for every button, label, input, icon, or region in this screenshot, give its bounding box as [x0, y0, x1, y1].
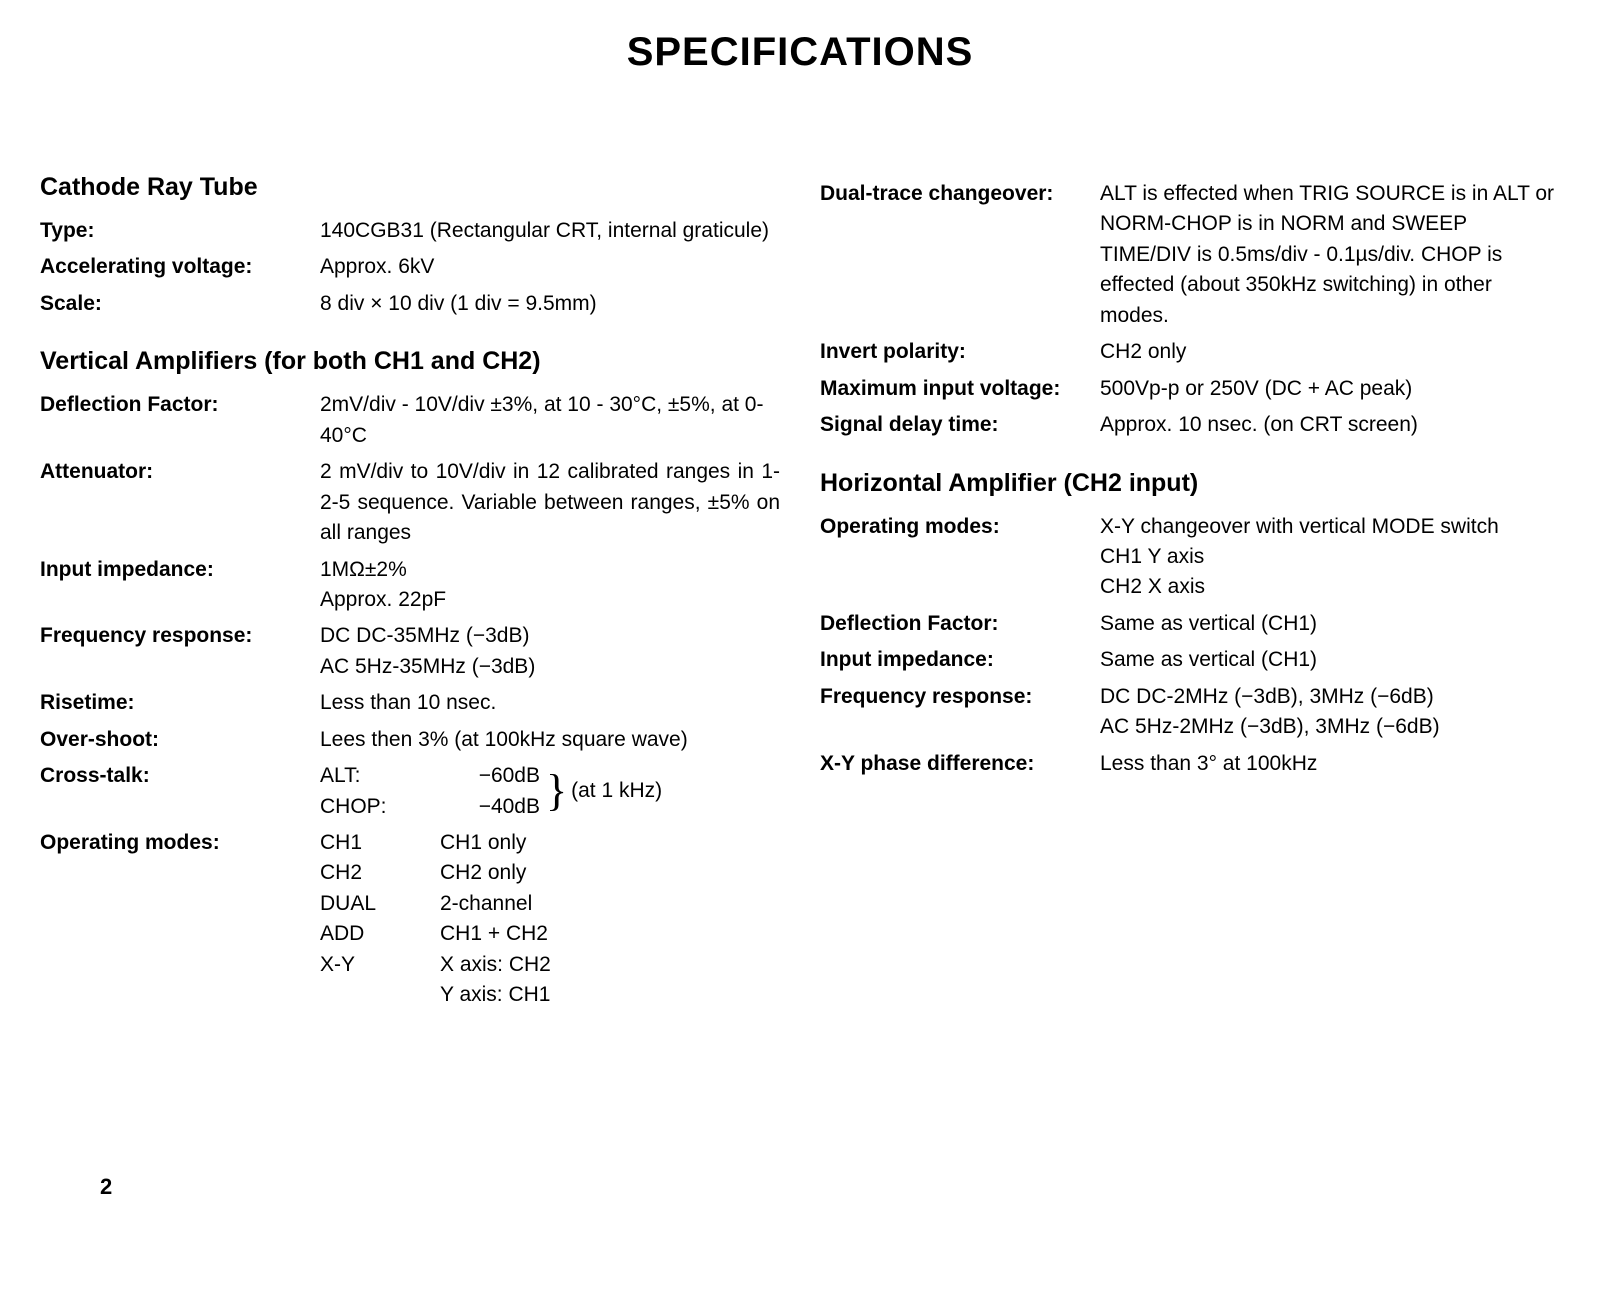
vert-freq-label: Frequency response:: [40, 621, 320, 682]
hor-op-label: Operating modes:: [820, 512, 1100, 603]
vert-atten-row: Attenuator: 2 mV/div to 10V/div in 12 ca…: [40, 457, 780, 548]
crt-accel-row: Accelerating voltage: Approx. 6kV: [40, 252, 780, 282]
hor-defl-value: Same as vertical (CH1): [1100, 609, 1560, 639]
hor-heading: Horizontal Amplifier (CH2 input): [820, 469, 1560, 498]
vert-rise-label: Risetime:: [40, 688, 320, 718]
two-column-layout: Cathode Ray Tube Type: 140CGB31 (Rectang…: [40, 145, 1560, 1017]
maxin-value: 500Vp-p or 250V (DC + AC peak): [1100, 374, 1560, 404]
vert-op-label: Operating modes:: [40, 828, 320, 1011]
crt-type-row: Type: 140CGB31 (Rectangular CRT, interna…: [40, 216, 780, 246]
hor-phase-value: Less than 3° at 100kHz: [1100, 749, 1560, 779]
op-xy-v: X axis: CH2: [440, 950, 780, 980]
cross-suffix: (at 1 kHz): [571, 776, 662, 806]
vert-heading: Vertical Amplifiers (for both CH1 and CH…: [40, 347, 780, 376]
vert-defl-row: Deflection Factor: 2mV/div - 10V/div ±3%…: [40, 390, 780, 451]
vert-imp-row: Input impedance: 1MΩ±2% Approx. 22pF: [40, 555, 780, 616]
delay-label: Signal delay time:: [820, 410, 1100, 440]
vert-over-row: Over-shoot: Lees then 3% (at 100kHz squa…: [40, 725, 780, 755]
page-title: SPECIFICATIONS: [40, 30, 1560, 75]
op-xy-v2: Y axis: CH1: [440, 980, 780, 1010]
cross-alt-k: ALT:: [320, 761, 440, 791]
op-xy-k-blank: [320, 980, 440, 1010]
vert-cross-value: ALT: −60dB CHOP: −40dB } (at 1 kHz): [320, 761, 780, 822]
vert-freq-value: DC DC-35MHz (−3dB) AC 5Hz-35MHz (−3dB): [320, 621, 780, 682]
hor-phase-row: X-Y phase difference: Less than 3° at 10…: [820, 749, 1560, 779]
vert-atten-label: Attenuator:: [40, 457, 320, 548]
hor-op-value: X-Y changeover with vertical MODE switch…: [1100, 512, 1560, 603]
dual-label: Dual-trace changeover:: [820, 179, 1100, 331]
vert-defl-value: 2mV/div - 10V/div ±3%, at 10 - 30°C, ±5%…: [320, 390, 780, 451]
crt-type-value: 140CGB31 (Rectangular CRT, internal grat…: [320, 216, 780, 246]
vert-op-row: Operating modes: CH1CH1 only CH2CH2 only…: [40, 828, 780, 1011]
specifications-page: SPECIFICATIONS Cathode Ray Tube Type: 14…: [40, 30, 1560, 1230]
vert-atten-value: 2 mV/div to 10V/div in 12 calibrated ran…: [320, 457, 780, 548]
op-ch2-k: CH2: [320, 858, 440, 888]
op-dual-k: DUAL: [320, 889, 440, 919]
crt-heading: Cathode Ray Tube: [40, 173, 780, 202]
vert-imp-value: 1MΩ±2% Approx. 22pF: [320, 555, 780, 616]
delay-row: Signal delay time: Approx. 10 nsec. (on …: [820, 410, 1560, 440]
maxin-row: Maximum input voltage: 500Vp-p or 250V (…: [820, 374, 1560, 404]
hor-phase-label: X-Y phase difference:: [820, 749, 1100, 779]
vert-defl-label: Deflection Factor:: [40, 390, 320, 451]
hor-defl-row: Deflection Factor: Same as vertical (CH1…: [820, 609, 1560, 639]
page-number: 2: [100, 1174, 112, 1200]
dual-value: ALT is effected when TRIG SOURCE is in A…: [1100, 179, 1560, 331]
delay-value: Approx. 10 nsec. (on CRT screen): [1100, 410, 1560, 440]
vert-over-label: Over-shoot:: [40, 725, 320, 755]
crt-scale-value: 8 div × 10 div (1 div = 9.5mm): [320, 289, 780, 319]
crt-scale-row: Scale: 8 div × 10 div (1 div = 9.5mm): [40, 289, 780, 319]
invert-value: CH2 only: [1100, 337, 1560, 367]
brace-icon: }: [546, 776, 567, 807]
left-column: Cathode Ray Tube Type: 140CGB31 (Rectang…: [40, 145, 780, 1017]
op-xy-k: X-Y: [320, 950, 440, 980]
hor-op-row: Operating modes: X-Y changeover with ver…: [820, 512, 1560, 603]
vert-over-value: Lees then 3% (at 100kHz square wave): [320, 725, 780, 755]
op-add-v: CH1 + CH2: [440, 919, 780, 949]
cross-alt-v: −60dB: [440, 761, 540, 791]
op-ch1-v: CH1 only: [440, 828, 780, 858]
hor-defl-label: Deflection Factor:: [820, 609, 1100, 639]
op-dual-v: 2-channel: [440, 889, 780, 919]
hor-imp-label: Input impedance:: [820, 645, 1100, 675]
op-ch2-v: CH2 only: [440, 858, 780, 888]
hor-freq-value: DC DC-2MHz (−3dB), 3MHz (−6dB) AC 5Hz-2M…: [1100, 682, 1560, 743]
cross-chop-v: −40dB: [440, 792, 540, 822]
vert-cross-label: Cross-talk:: [40, 761, 320, 822]
op-ch1-k: CH1: [320, 828, 440, 858]
crt-scale-label: Scale:: [40, 289, 320, 319]
hor-freq-label: Frequency response:: [820, 682, 1100, 743]
vert-imp-label: Input impedance:: [40, 555, 320, 616]
dual-row: Dual-trace changeover: ALT is effected w…: [820, 179, 1560, 331]
right-column: Dual-trace changeover: ALT is effected w…: [820, 145, 1560, 1017]
crt-accel-value: Approx. 6kV: [320, 252, 780, 282]
hor-imp-value: Same as vertical (CH1): [1100, 645, 1560, 675]
op-add-k: ADD: [320, 919, 440, 949]
crt-type-label: Type:: [40, 216, 320, 246]
vert-rise-value: Less than 10 nsec.: [320, 688, 780, 718]
invert-label: Invert polarity:: [820, 337, 1100, 367]
hor-imp-row: Input impedance: Same as vertical (CH1): [820, 645, 1560, 675]
vert-freq-row: Frequency response: DC DC-35MHz (−3dB) A…: [40, 621, 780, 682]
vert-op-value: CH1CH1 only CH2CH2 only DUAL2-channel AD…: [320, 828, 780, 1011]
invert-row: Invert polarity: CH2 only: [820, 337, 1560, 367]
maxin-label: Maximum input voltage:: [820, 374, 1100, 404]
crt-accel-label: Accelerating voltage:: [40, 252, 320, 282]
vert-cross-row: Cross-talk: ALT: −60dB CHOP: −40dB } (at: [40, 761, 780, 822]
cross-chop-k: CHOP:: [320, 792, 440, 822]
hor-freq-row: Frequency response: DC DC-2MHz (−3dB), 3…: [820, 682, 1560, 743]
vert-rise-row: Risetime: Less than 10 nsec.: [40, 688, 780, 718]
